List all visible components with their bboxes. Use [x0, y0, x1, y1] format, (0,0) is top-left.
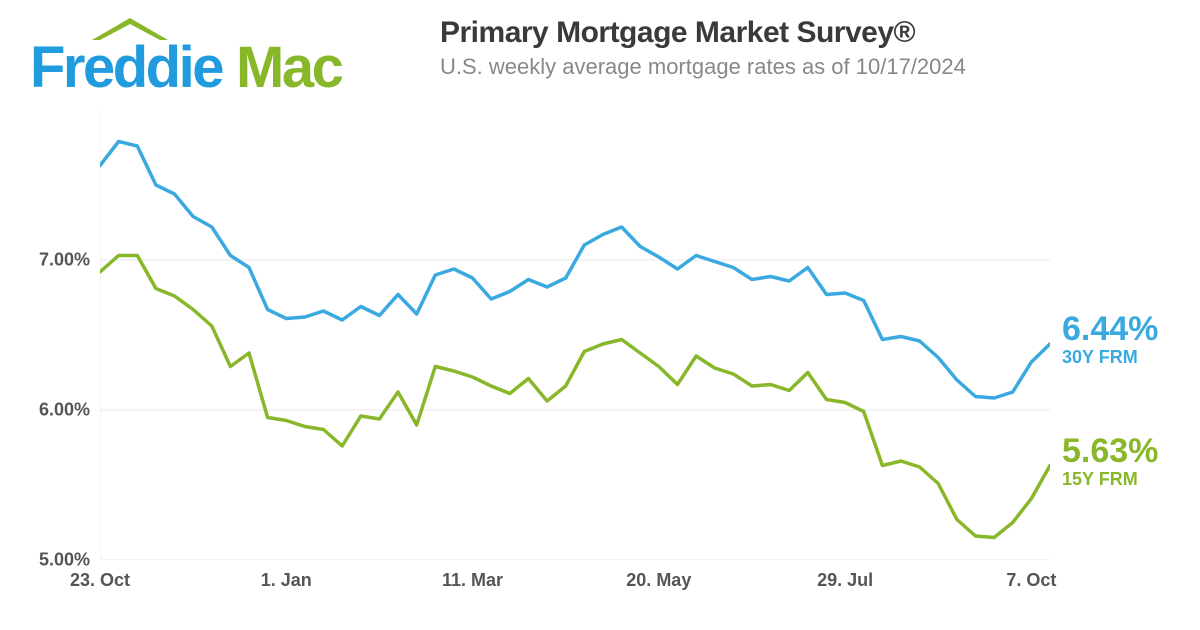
chart-area: 5.00% 6.00% 7.00% 23. Oct 1. Jan 11. Mar 20. …: [0, 110, 1200, 630]
svg-text:Freddie: Freddie: [30, 35, 223, 100]
series-15Y-FRM: [100, 256, 1050, 538]
x-tick-label: 1. Jan: [261, 570, 312, 591]
y-tick-label: 7.00%: [39, 250, 90, 271]
x-tick-label: 20. May: [626, 570, 691, 591]
line-chart: [100, 110, 1050, 560]
chart-title: Primary Mortgage Market Survey®: [440, 16, 966, 50]
x-tick-label: 7. Oct: [1006, 570, 1056, 591]
x-tick-label: 23. Oct: [70, 570, 130, 591]
end-label-30Y-FRM: 6.44%30Y FRM: [1062, 312, 1158, 368]
end-series-name: 30Y FRM: [1062, 348, 1158, 368]
end-rate: 5.63%: [1062, 434, 1158, 468]
y-tick-label: 5.00%: [39, 550, 90, 571]
end-rate: 6.44%: [1062, 312, 1158, 346]
x-tick-label: 29. Jul: [817, 570, 873, 591]
end-series-name: 15Y FRM: [1062, 470, 1158, 490]
freddie-mac-logo: Freddie Mac: [20, 12, 400, 102]
chart-subtitle: U.S. weekly average mortgage rates as of…: [440, 54, 966, 80]
x-tick-label: 11. Mar: [442, 570, 503, 591]
svg-text:Mac: Mac: [236, 35, 343, 100]
end-label-15Y-FRM: 5.63%15Y FRM: [1062, 434, 1158, 490]
y-tick-label: 6.00%: [39, 400, 90, 421]
